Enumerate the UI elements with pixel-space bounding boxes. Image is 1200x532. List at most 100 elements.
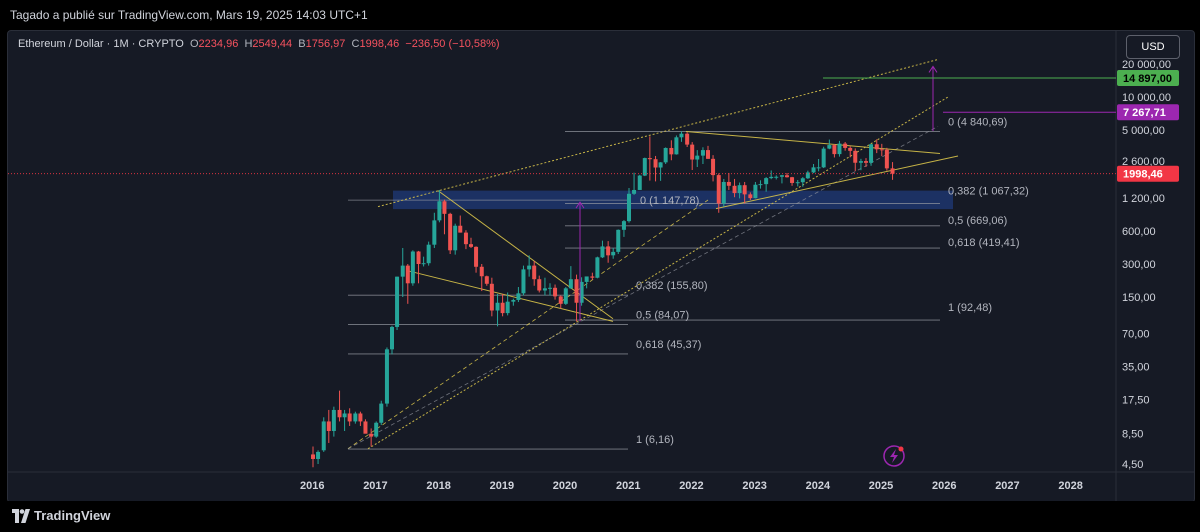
candle-body [790, 177, 795, 183]
candle-body [627, 193, 631, 222]
price-chart[interactable]: 1 (6,16) 0,618 (45,37) 0,5 (84,07) 0,382 (1… [8, 31, 1194, 502]
candle-body [579, 281, 584, 303]
candle-body [568, 279, 573, 289]
candle-body [653, 159, 658, 168]
currency-button[interactable]: USD [1126, 35, 1180, 59]
fib-label: 0,382 (1 067,32) [948, 186, 1029, 198]
candle-body [521, 269, 526, 294]
notification-dot [898, 446, 904, 452]
time-tick-label: 2018 [426, 480, 450, 492]
time-tick-label: 2027 [995, 480, 1019, 492]
candle-body [405, 265, 410, 284]
wedge-upper-line [437, 190, 614, 320]
candle-body [442, 201, 447, 214]
fib-label: 0,382 (155,80) [636, 280, 708, 292]
candle-body [311, 454, 315, 459]
candle-body [611, 251, 616, 256]
candle-body [542, 288, 547, 291]
candle-body [384, 349, 389, 404]
candle-body [537, 279, 542, 291]
candle-body [369, 433, 374, 437]
last-price-badge: 1998,46 [1123, 169, 1163, 181]
candle-body [484, 276, 489, 284]
candle-body [400, 265, 405, 277]
candle-body [874, 144, 879, 150]
candle-body [527, 265, 532, 270]
candle-body [879, 149, 884, 151]
candle-body [463, 232, 468, 245]
candle-body [764, 178, 769, 185]
candle-body [779, 175, 784, 177]
price-tick-label: 150,00 [1122, 292, 1156, 304]
triangle-lower-line [715, 155, 959, 210]
candle-body [674, 137, 679, 155]
time-tick-label: 2017 [363, 480, 387, 492]
candle-body [805, 172, 810, 179]
price-tick-label: 1 200,00 [1122, 193, 1165, 205]
attribution-text: Tagado a publié sur TradingView.com, Mar… [10, 8, 368, 22]
fib-label: 0 (1 147,78) [640, 195, 699, 207]
candle-body [337, 409, 342, 418]
wedge-lower-line [407, 270, 614, 322]
candle-body [663, 147, 668, 163]
candle-body [421, 263, 426, 265]
candle-body [785, 175, 789, 178]
candle-body [690, 144, 695, 160]
last-price-badge-bg [1117, 165, 1179, 182]
candle-body [884, 149, 889, 169]
candle-body [590, 276, 595, 278]
candle-body [769, 176, 774, 179]
candle-body [700, 150, 705, 156]
time-tick-label: 2025 [869, 480, 893, 492]
candle-body [742, 185, 747, 195]
price-badge-purple: 7 267,71 [1123, 107, 1166, 119]
candle-body [890, 168, 895, 174]
candle-body [353, 413, 358, 422]
candle-body [410, 251, 415, 284]
low-value: 1756,97 [305, 38, 346, 50]
lower-channel-line [367, 96, 949, 450]
candle-body [669, 147, 674, 155]
price-badge-purple-bg [1117, 104, 1179, 121]
candle-body [632, 189, 637, 194]
time-tick-label: 2023 [742, 480, 766, 492]
candle-body [721, 181, 726, 204]
candle-body [347, 413, 352, 422]
lightning-icon [890, 449, 898, 463]
candle-body [827, 145, 832, 149]
open-value: 2234,96 [198, 38, 239, 50]
candle-body [474, 246, 479, 267]
flash-icon[interactable] [883, 445, 905, 467]
fib-label: 0,5 (84,07) [636, 310, 689, 322]
candle-body [532, 265, 537, 280]
candle-body [453, 225, 458, 251]
candle-body [595, 257, 600, 278]
candle-body [816, 167, 821, 169]
candle-body [495, 302, 500, 311]
price-tick-label: 17,50 [1122, 394, 1150, 406]
chart-panel[interactable]: 1 (6,16) 0,618 (45,37) 0,5 (84,07) 0,382 (1… [7, 30, 1195, 503]
candle-body [748, 194, 753, 199]
fib-label: 0,618 (419,41) [948, 237, 1020, 249]
candle-body [843, 143, 848, 148]
price-badge-green: 14 897,00 [1123, 73, 1172, 85]
candle-body [753, 184, 758, 199]
candle-body [637, 175, 642, 190]
footer-bar: TradingView [0, 501, 1200, 532]
close-value: 1998,46 [359, 38, 400, 50]
candle-body [500, 302, 505, 314]
candle-body [548, 287, 552, 289]
candle-body [711, 158, 716, 176]
candle-body [647, 158, 652, 160]
arrow-head-icon [575, 201, 585, 209]
median-dashed-line [347, 199, 709, 450]
candle-body [832, 145, 837, 155]
candle-body [858, 161, 863, 163]
candle-body [379, 403, 384, 423]
candle-body [606, 246, 611, 256]
time-tick-label: 2024 [806, 480, 831, 492]
candle-body [331, 409, 336, 431]
time-tick-label: 2022 [679, 480, 703, 492]
arrow-head-icon [928, 65, 938, 73]
price-tick-label: 4,50 [1122, 459, 1143, 471]
